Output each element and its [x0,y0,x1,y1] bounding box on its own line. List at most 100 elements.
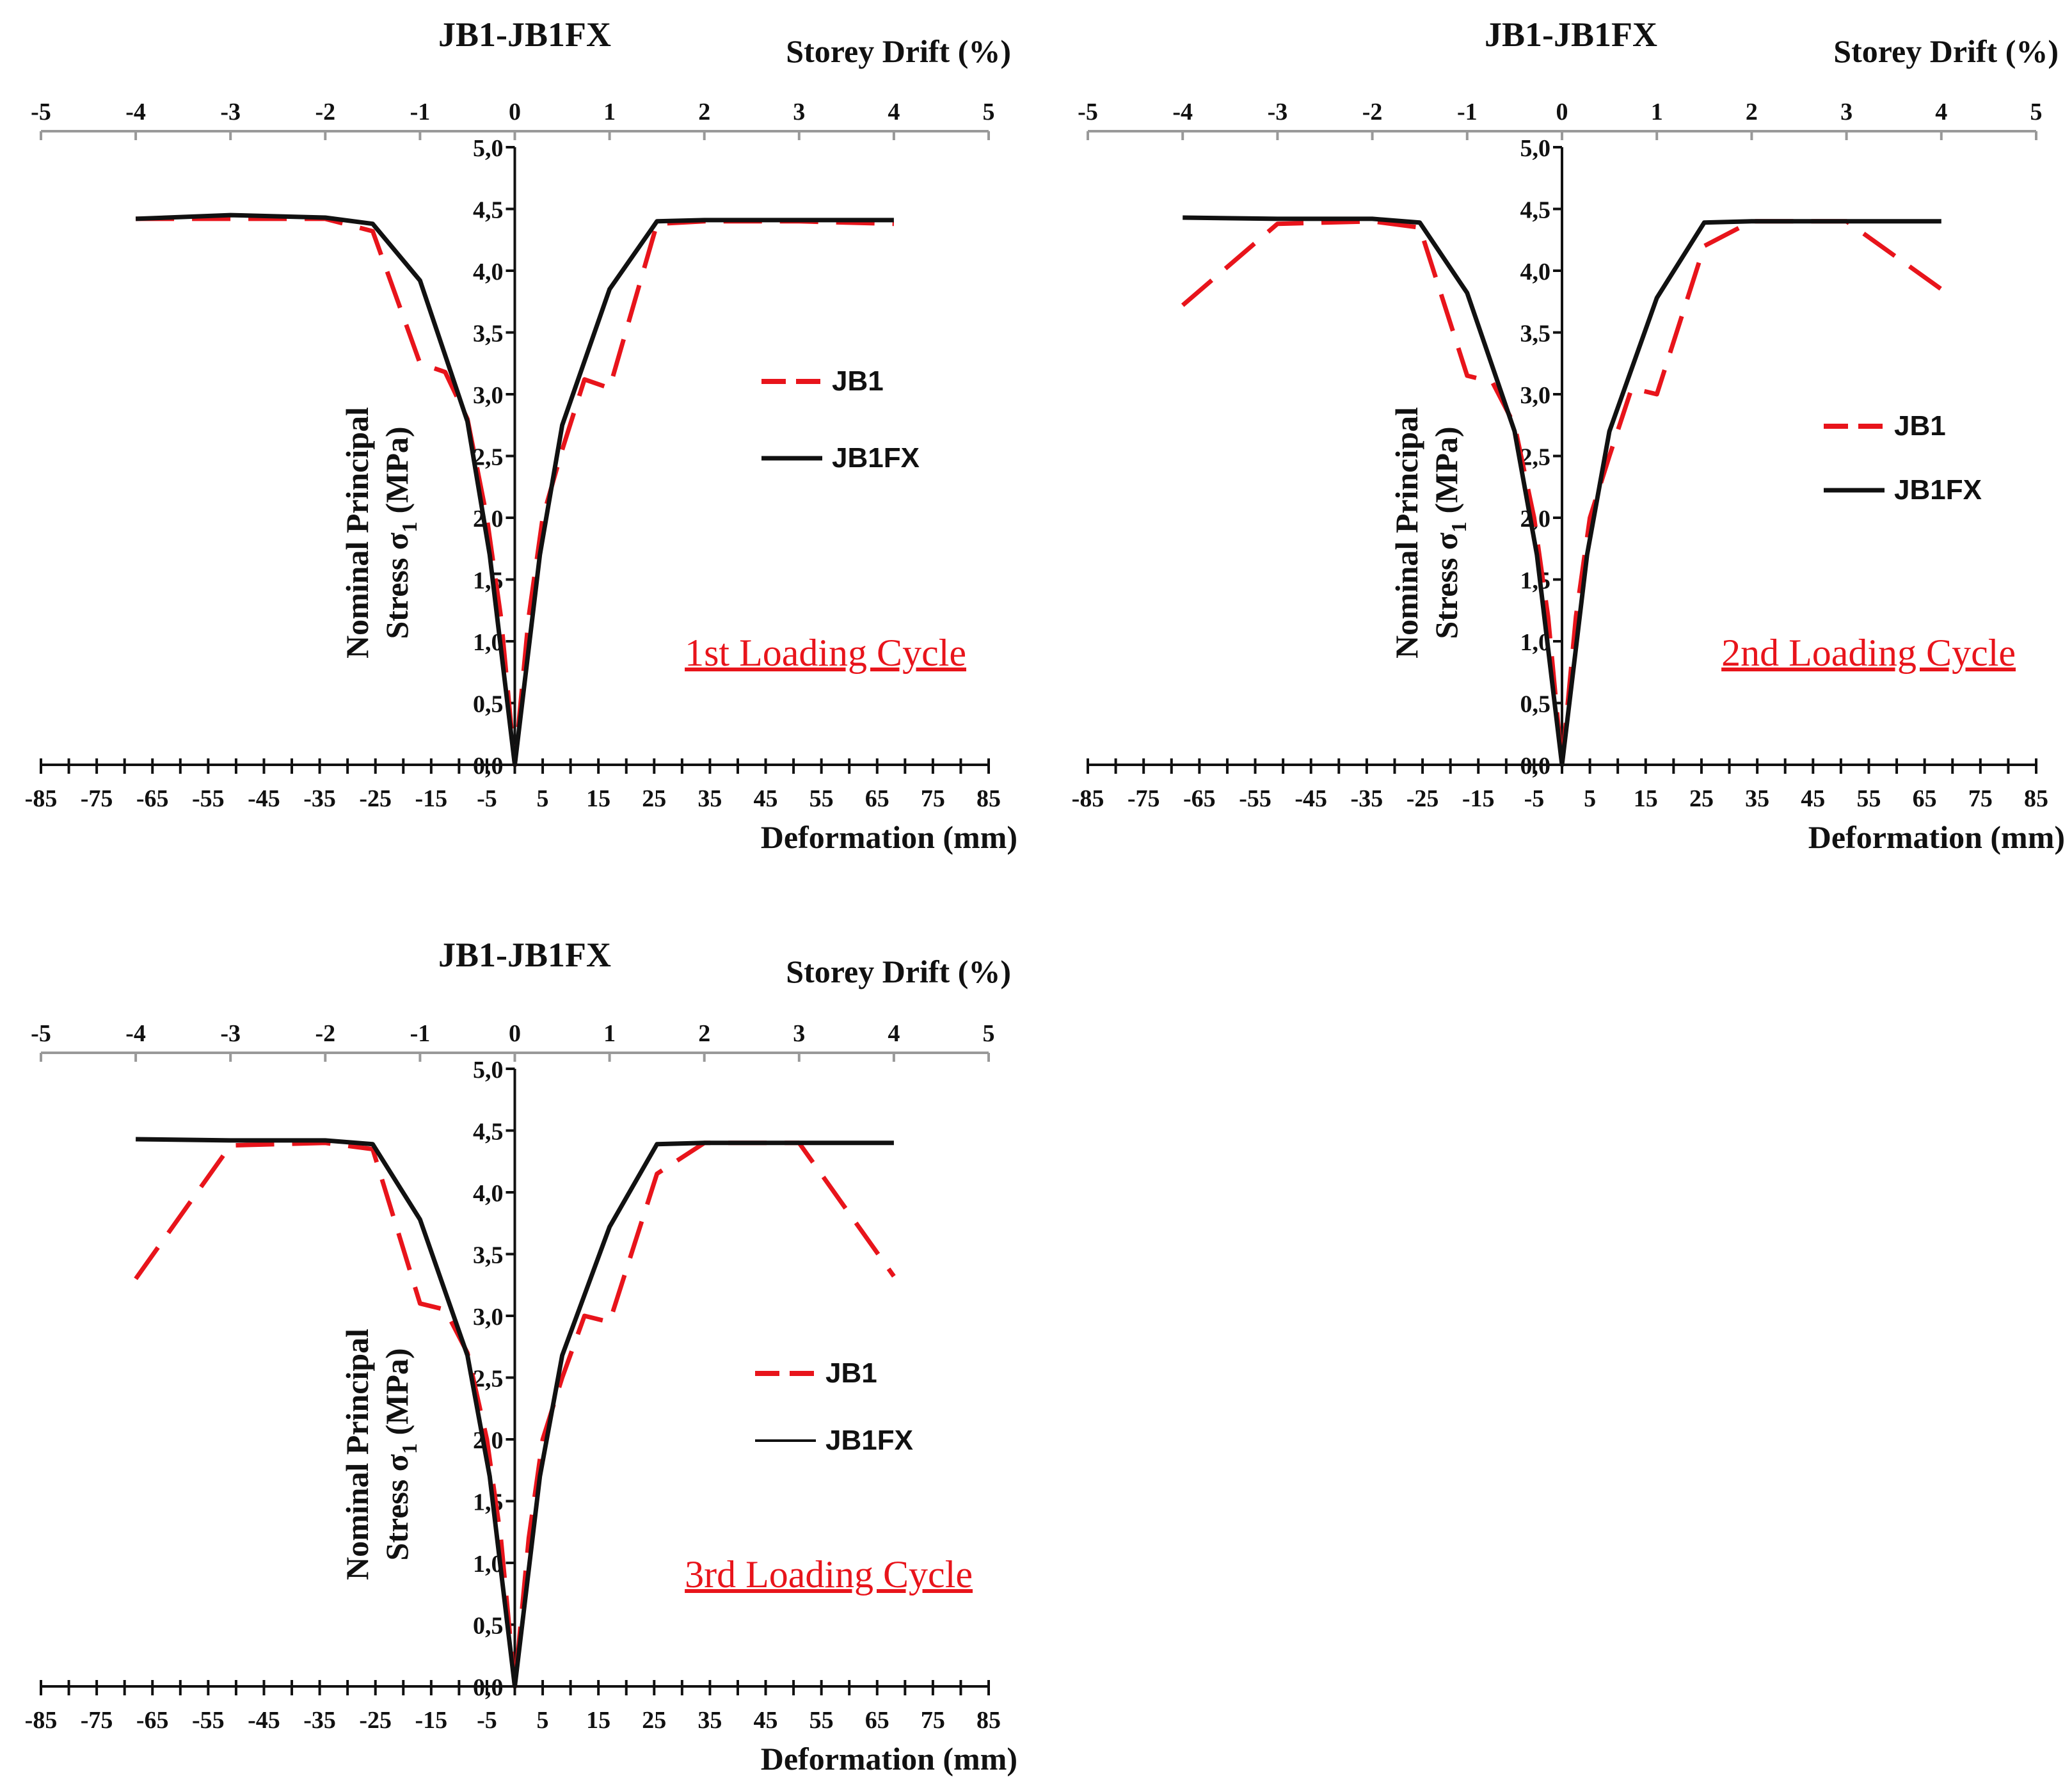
y-axis-title-main: Stress σ [379,532,415,639]
x-tick-label: 35 [697,1707,722,1734]
x-tick-label: 55 [1856,785,1881,812]
y-axis-title-main: Stress σ [379,1454,415,1561]
y-axis-title: Nominal Principal Stress σ1 (MPa) [339,1329,422,1580]
x-tick-label: 35 [1745,785,1769,812]
x-tick-label: 85 [976,1707,1001,1734]
x-axis-title: Deformation (mm) [1808,819,2065,855]
y-axis-title-subscript: 1 [398,522,422,532]
y-tick-label: 0,5 [473,691,504,718]
series-jb1fx-line [135,212,894,767]
y-axis-title-unit: (MPa) [379,426,415,522]
y-tick-label: 5,0 [1520,135,1551,162]
x-tick-label: -65 [136,1707,169,1734]
y-tick-label: 0,0 [473,1674,504,1701]
x-tick-label: 5 [1584,785,1596,812]
drift-axis-title: Storey Drift (%) [786,33,1011,69]
legend-jb1fx-label: JB1FX [1894,474,1982,506]
y-tick-label: 0,0 [1520,753,1551,780]
x-tick-label: -65 [1183,785,1216,812]
drift-tick-label: 2 [698,1020,710,1047]
legend: JB1 JB1FX [1824,410,1982,506]
y-tick-label: 0,5 [1520,691,1551,718]
x-tick-label: 55 [809,1707,834,1734]
x-tick-label: 65 [865,1707,889,1734]
y-axis-title-line2: Stress σ1 (MPa) [379,1348,422,1560]
y-axis-title: Nominal Principal Stress σ1 (MPa) [1389,407,1471,659]
chart-panel-3: JB1-JB1FX Storey Drift (%) -5 -4 -3 -2 -1 0 1 2 3 4… [25,936,1017,1777]
x-tick-label: 55 [809,785,834,812]
chart-title: JB1-JB1FX [438,15,611,54]
x-tick-label: -65 [136,785,169,812]
drift-axis-title: Storey Drift (%) [1833,33,2059,69]
loading-cycle-annotation: 1st Loading Cycle [685,632,966,674]
x-tick-label: 75 [921,1707,945,1734]
drift-tick-label: 4 [888,1020,900,1047]
y-tick-label: 4,5 [1520,197,1551,224]
loading-cycle-annotation: 2nd Loading Cycle [1721,632,2016,674]
drift-tick-label: -5 [1078,99,1098,125]
x-tick-label: -35 [303,785,336,812]
legend: JB1 JB1FX [761,365,920,474]
drift-tick-label: 2 [698,99,710,125]
y-axis-title-main: Stress σ [1428,532,1464,639]
x-tick-label: 85 [2024,785,2048,812]
x-tick-label: -55 [192,1707,225,1734]
x-tick-label: 5 [537,785,549,812]
drift-tick-label: -3 [220,99,241,125]
drift-tick-label: -4 [1172,99,1193,125]
y-tick-label: 2,5 [473,1366,504,1393]
drift-tick-label: -1 [410,99,431,125]
legend-jb1-label: JB1 [825,1357,877,1389]
drift-tick-label: -3 [1268,99,1288,125]
loading-cycle-annotation: 3rd Loading Cycle [685,1553,973,1596]
drift-tick-label: 0 [1556,99,1568,125]
legend-jb1fx-label: JB1FX [825,1425,913,1456]
x-tick-label: 65 [865,785,889,812]
x-tick-label: -25 [1407,785,1439,812]
legend: JB1 JB1FX [755,1357,913,1456]
y-axis-title: Nominal Principal Stress σ1 (MPa) [339,407,422,659]
y-axis-title-line2: Stress σ1 (MPa) [379,426,422,639]
x-tick-label: -15 [1462,785,1495,812]
x-tick-label: 45 [1801,785,1825,812]
x-tick-label: 15 [586,785,610,812]
legend-jb1-label: JB1 [832,365,884,397]
drift-tick-label: 5 [983,1020,995,1047]
x-tick-label: -75 [1128,785,1160,812]
drift-tick-label: -2 [1362,99,1383,125]
y-tick-label: 4,5 [473,1119,504,1146]
y-axis-title-line2: Stress σ1 (MPa) [1428,426,1471,639]
x-tick-label: 5 [537,1707,549,1734]
series-jb1fx-line [1183,215,1941,767]
y-tick-label: 3,0 [1520,382,1551,409]
x-tick-label: 25 [642,1707,666,1734]
drift-tick-label: 1 [603,99,616,125]
drift-tick-label: -5 [31,99,51,125]
y-tick-label: 3,5 [473,321,504,348]
x-tick-label: -15 [415,1707,447,1734]
y-tick-label: 5,0 [473,1057,504,1084]
x-tick-label: -5 [477,1707,497,1734]
chart-panel-2: JB1-JB1FX Storey Drift (%) -5 -4 -3 -2 -1 0 1 2 3 4… [1072,15,2065,855]
x-tick-label: -25 [359,1707,392,1734]
drift-tick-label: 1 [603,1020,616,1047]
x-tick-label: -55 [1239,785,1271,812]
y-axis-title-line1: Nominal Principal [339,1329,375,1580]
y-axis-title-subscript: 1 [1447,522,1471,532]
x-tick-label: 15 [586,1707,610,1734]
x-tick-label: -5 [1524,785,1545,812]
y-tick-label: 0,5 [473,1613,504,1640]
drift-axis-title: Storey Drift (%) [786,954,1011,989]
drift-tick-label: 0 [509,1020,521,1047]
x-tick-label: 25 [1689,785,1714,812]
y-tick-label: 3,5 [1520,321,1551,348]
x-tick-label: -85 [25,1707,58,1734]
drift-tick-label: -2 [315,99,335,125]
x-axis-title: Deformation (mm) [761,1741,1017,1777]
drift-tick-label: -1 [1457,99,1478,125]
y-axis-title-unit: (MPa) [379,1348,415,1443]
x-tick-label: -85 [1072,785,1104,812]
x-tick-label: 45 [754,785,778,812]
y-axis-title-line1: Nominal Principal [339,407,375,659]
